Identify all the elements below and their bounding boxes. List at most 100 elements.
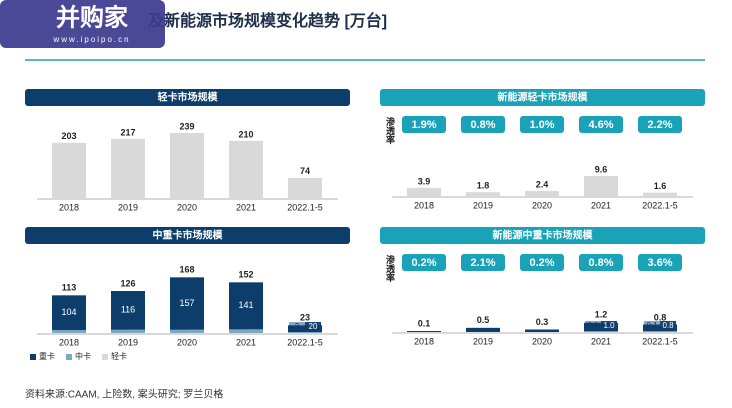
penetration-value: 3.6% <box>647 257 672 269</box>
segment-label: 116 <box>121 305 135 315</box>
segment-label: 1.0 <box>603 321 615 330</box>
bar <box>466 327 500 332</box>
panel-title: 新能源中重卡市场规模 <box>493 229 594 242</box>
bar <box>525 329 559 332</box>
total-label: 0.3 <box>536 317 549 327</box>
x-tick-label: 2021 <box>236 202 256 212</box>
legend-label: 轻卡 <box>111 351 127 361</box>
total-label: 126 <box>120 278 135 288</box>
value-label: 2.4 <box>536 179 549 189</box>
penetration-value: 1.0% <box>529 119 554 131</box>
total-label: 152 <box>238 270 253 280</box>
penetration-badge <box>461 116 505 133</box>
source-note: 资料来源:CAAM, 上险数, 案头研究; 罗兰贝格 <box>25 388 223 401</box>
bar-segment <box>170 277 204 330</box>
segment-label: 0.8 <box>662 321 674 330</box>
legend-swatch <box>66 354 72 360</box>
penetration-value: 2.2% <box>647 119 672 131</box>
penetration-value: 0.8% <box>588 257 613 269</box>
bar <box>229 140 263 198</box>
bar <box>407 187 441 196</box>
watermark-box <box>0 0 165 48</box>
value-label: 3.9 <box>418 176 431 186</box>
panel-title: 轻卡市场规模 <box>158 91 219 104</box>
penetration-value: 0.2% <box>529 257 554 269</box>
total-label: 23 <box>300 313 310 323</box>
total-label: 0.8 <box>654 313 667 323</box>
total-label: 1.2 <box>595 309 608 319</box>
watermark-brand: 并购家 <box>56 3 128 31</box>
panel-header <box>380 227 705 244</box>
x-tick-label: 2019 <box>118 202 138 212</box>
x-tick-label: 2020 <box>177 337 197 347</box>
total-label: 0.1 <box>418 319 431 329</box>
bar <box>643 192 677 196</box>
segment-label: 20 <box>309 322 318 331</box>
penetration-value: 0.2% <box>411 257 436 269</box>
penetration-label: 渗透率 <box>385 116 396 145</box>
segment-label-box <box>601 321 617 331</box>
x-tick-label: 2020 <box>177 202 197 212</box>
bar <box>584 176 618 196</box>
x-tick-label: 2021 <box>236 337 256 347</box>
legend-swatch <box>102 354 108 360</box>
page-title: 及新能源市场规模变化趋势 [万台] <box>148 11 387 30</box>
bar <box>407 331 441 332</box>
segment-label-box <box>305 322 321 332</box>
panel-title: 新能源轻卡市场规模 <box>498 91 589 104</box>
penetration-badge <box>638 254 682 271</box>
x-tick-label: 2018 <box>59 202 79 212</box>
x-tick-label: 2022.1-5 <box>642 200 678 210</box>
penetration-value: 1.9% <box>411 119 436 131</box>
bar-segment <box>584 331 618 332</box>
bar <box>170 133 204 198</box>
total-label: 168 <box>179 264 194 274</box>
value-label: 210 <box>238 129 253 139</box>
value-label: 217 <box>120 127 135 137</box>
legend-label: 中卡 <box>75 351 91 361</box>
total-label: 113 <box>62 283 77 293</box>
panel-header <box>380 89 705 106</box>
legend-label: 重卡 <box>39 351 55 361</box>
value-label: 239 <box>179 121 194 131</box>
x-tick-label: 2022.1-5 <box>287 337 323 347</box>
x-tick-label: 2022.1-5 <box>642 336 678 346</box>
bar-segment <box>288 332 322 333</box>
x-tick-label: 2020 <box>532 200 552 210</box>
penetration-value: 2.1% <box>470 257 495 269</box>
penetration-value: 4.6% <box>588 119 613 131</box>
x-tick-label: 2018 <box>414 336 434 346</box>
x-tick-label: 2018 <box>414 200 434 210</box>
x-tick-label: 2019 <box>473 200 493 210</box>
bar-segment <box>229 282 263 330</box>
bar <box>111 138 145 198</box>
x-tick-label: 2021 <box>591 336 611 346</box>
panel-title: 中重卡市场规模 <box>153 229 224 242</box>
x-tick-label: 2020 <box>532 336 552 346</box>
segment-label: 157 <box>179 298 194 308</box>
penetration-badge <box>520 116 564 133</box>
penetration-badge <box>402 116 446 133</box>
penetration-badge <box>579 254 623 271</box>
value-label: 1.6 <box>654 181 667 191</box>
bar <box>466 192 500 196</box>
segment-label: 104 <box>61 307 76 317</box>
penetration-badge <box>461 254 505 271</box>
bar-segment <box>52 295 86 330</box>
x-tick-label: 2019 <box>118 337 138 347</box>
bar <box>52 142 86 198</box>
value-label: 203 <box>61 131 76 141</box>
watermark-url: www.ipoipo.cn <box>52 35 130 44</box>
penetration-badge <box>638 116 682 133</box>
x-tick-label: 2021 <box>591 200 611 210</box>
legend-swatch <box>30 354 36 360</box>
segment-label: 141 <box>238 300 253 310</box>
bar-segment <box>643 331 677 332</box>
penetration-badge <box>520 254 564 271</box>
penetration-badge <box>402 254 446 271</box>
panel-header <box>25 89 350 106</box>
bar <box>525 191 559 196</box>
value-label: 74 <box>300 166 310 176</box>
